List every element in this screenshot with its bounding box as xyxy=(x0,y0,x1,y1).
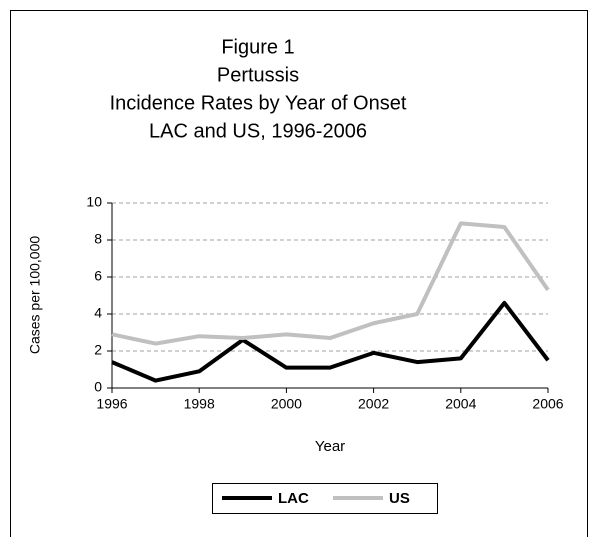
y-tick-label: 4 xyxy=(94,305,102,321)
x-tick-label: 2006 xyxy=(532,396,563,412)
x-tick-label: 2000 xyxy=(271,396,302,412)
x-tick-label: 1998 xyxy=(184,396,215,412)
y-tick-label: 6 xyxy=(94,268,102,284)
y-axis-label: Cases per 100,000 xyxy=(27,236,43,355)
legend-label: LAC xyxy=(278,490,309,507)
line-series xyxy=(111,300,550,383)
x-tick-label: 2002 xyxy=(358,396,389,412)
x-tick-label: 1996 xyxy=(96,396,127,412)
line-series xyxy=(111,221,550,346)
chart-title: Pertussis xyxy=(217,64,299,86)
chart-title: Figure 1 xyxy=(221,36,294,58)
y-tick-label: 10 xyxy=(86,194,102,210)
chart-title: LAC and US, 1996-2006 xyxy=(149,120,367,142)
y-tick-label: 2 xyxy=(94,342,102,358)
y-tick-label: 0 xyxy=(94,379,102,395)
x-axis-label: Year xyxy=(315,438,345,455)
chart-border xyxy=(10,10,588,537)
y-tick-label: 8 xyxy=(94,231,102,247)
chart-title: Incidence Rates by Year of Onset xyxy=(110,92,407,114)
legend-label: US xyxy=(389,490,410,507)
x-tick-label: 2004 xyxy=(445,396,476,412)
